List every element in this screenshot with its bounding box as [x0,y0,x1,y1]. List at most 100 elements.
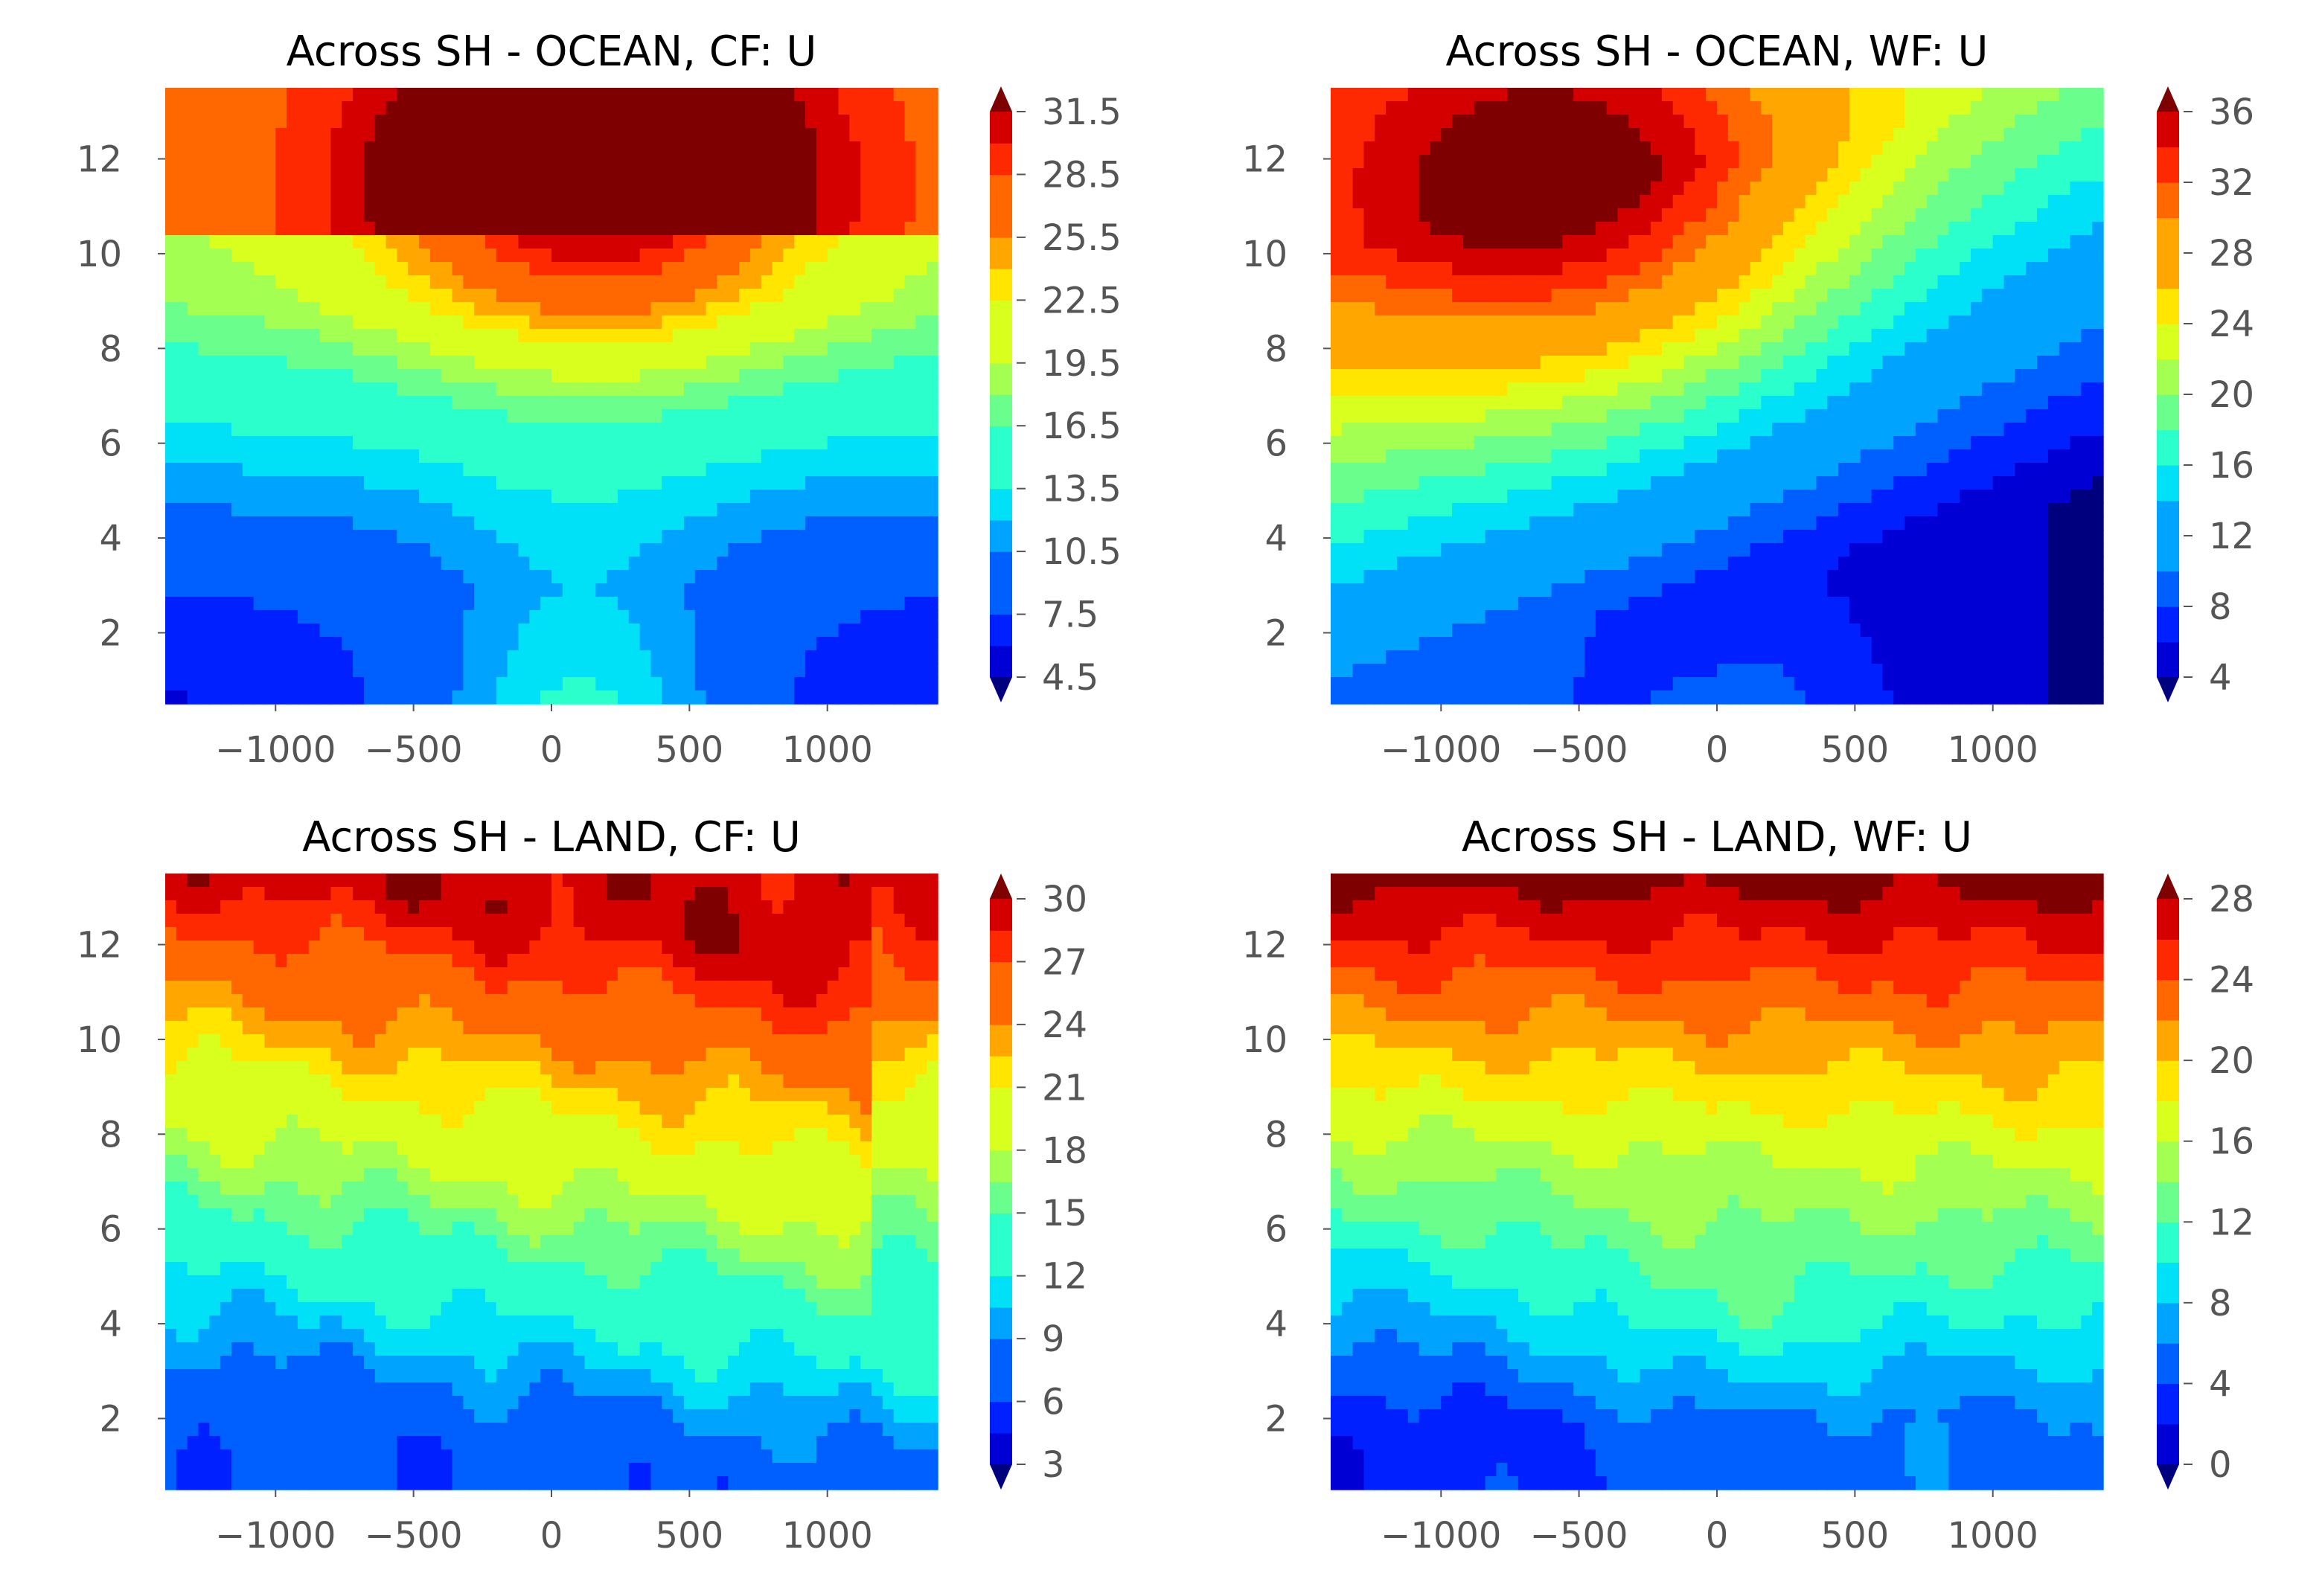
contour-cell [794,570,806,584]
contour-cell [1871,222,1884,236]
contour-cell [694,463,707,477]
contour-cell [595,610,607,624]
contour-cell [264,168,276,182]
contour-cell [1396,128,1409,142]
contour-cell [176,235,188,249]
contour-cell [1331,168,1343,182]
contour-cell [176,289,188,303]
contour-cell [485,222,497,236]
contour-cell [198,409,211,423]
contour-cell [308,664,321,678]
contour-cell [1375,396,1387,410]
contour-cell [761,235,773,249]
contour-cell [1562,222,1574,236]
contour-cell [882,409,895,423]
contour-cell [717,624,729,638]
contour-cell [187,449,199,464]
contour-cell [927,262,938,276]
contour-cell [860,356,872,370]
contour-cell [187,168,199,182]
y-tick-label: 8 [99,328,122,370]
contour-cell [1551,342,1564,356]
contour-cell [507,423,519,437]
contour-cell [1805,141,1817,156]
contour-cell [772,315,784,330]
contour-cell [2003,382,2016,397]
contour-cell [1419,315,1431,330]
contour-cell [253,503,266,517]
contour-cell [1640,356,1651,370]
contour-cell [342,302,354,316]
contour-cell [485,516,497,531]
contour-cell [1860,208,1872,222]
contour-cell [871,516,883,531]
contour-cell [816,543,828,557]
contour-cell [882,610,895,624]
contour-cell [882,208,895,222]
contour-cell [220,168,232,182]
contour-cell [1540,88,1552,102]
contour-cell [607,342,618,356]
contour-cell [816,583,828,597]
contour-cell [1606,329,1619,343]
contour-cell [198,583,211,597]
contour-cell [441,356,453,370]
contour-cell [2026,315,2038,330]
contour-cell [253,356,266,370]
contour-cell [551,275,563,289]
contour-cell [1948,101,1960,115]
contour-cell [562,315,575,330]
contour-cell [485,88,497,102]
contour-cell [408,583,420,597]
contour-cell [673,516,685,531]
contour-cell [474,235,486,249]
contour-cell [2003,342,2016,356]
contour-cell [860,650,872,664]
contour-cell [1573,222,1585,236]
contour-cell [529,235,541,249]
contour-cell [1695,195,1707,209]
contour-cell [617,141,630,156]
contour-cell [761,155,773,169]
contour-cell [893,222,906,236]
contour-cell [1782,342,1795,356]
contour-cell [1739,195,1751,209]
contour-cell [397,356,409,370]
contour-cell [1992,249,2005,263]
contour-cell [1617,329,1630,343]
contour-cell [650,637,662,651]
contour-cell [397,637,409,651]
contour-cell [706,168,718,182]
contour-cell [650,423,662,437]
contour-cell [551,168,563,182]
contour-cell [1584,262,1596,276]
contour-cell [1584,342,1596,356]
contour-cell [1805,182,1817,196]
contour-cell [408,597,420,611]
contour-cell [330,677,342,691]
contour-cell [242,88,255,102]
contour-cell [1562,382,1574,397]
contour-cell [849,597,861,611]
contour-cell [639,543,652,557]
contour-cell [816,449,828,464]
contour-cell [253,543,266,557]
contour-cell [838,530,851,544]
contour-cell [463,543,475,557]
contour-cell [805,235,817,249]
contour-cell [1595,329,1608,343]
contour-cell [683,490,696,504]
contour-cell [728,208,740,222]
contour-cell [1617,369,1630,383]
contour-cell [783,516,795,531]
contour-cell [706,423,718,437]
contour-cell [1518,88,1530,102]
contour-cell [1419,168,1431,182]
contour-cell [474,315,486,330]
contour-cell [927,677,938,691]
contour-cell [915,436,927,450]
contour-cell [717,637,729,651]
contour-cell [275,342,287,356]
contour-cell [1695,115,1707,129]
contour-cell [1551,222,1564,236]
